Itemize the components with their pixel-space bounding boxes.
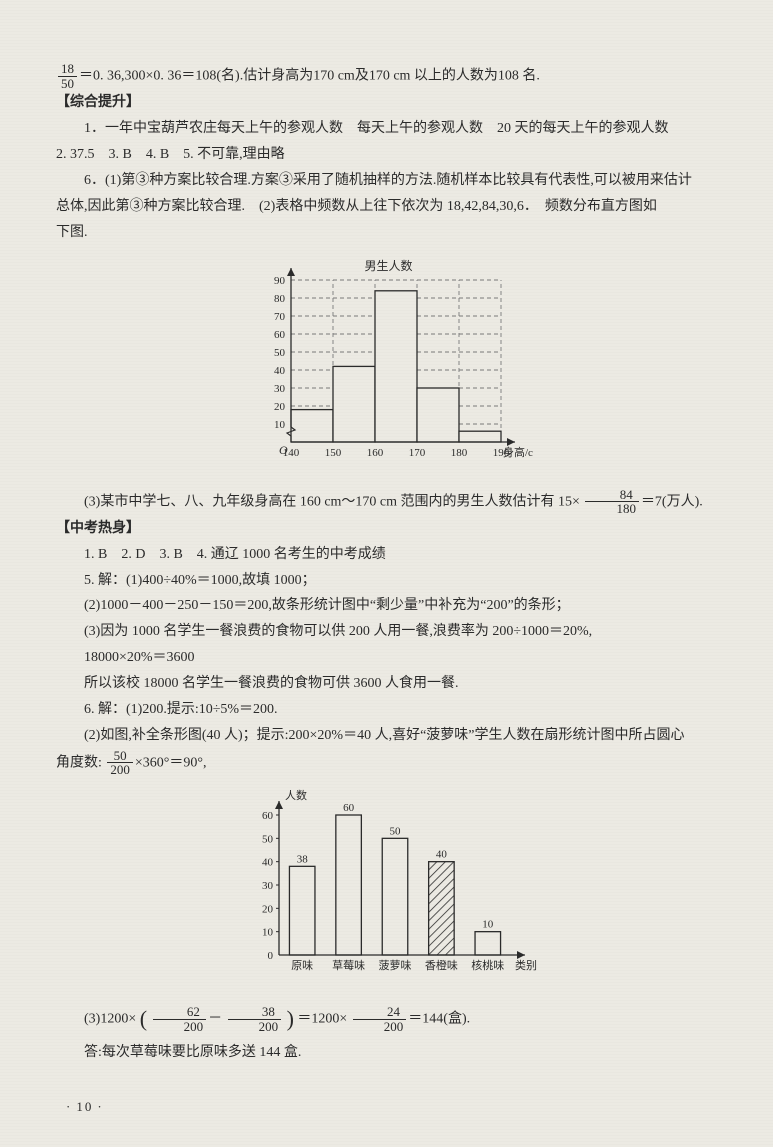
top-line: 18 50 ＝0. 36,300×0. 36＝108(名).估计身高为170 c… [56, 62, 719, 90]
svg-text:40: 40 [274, 365, 286, 377]
chart-svg: 男生人数102030405060708090140150160170180190… [243, 254, 533, 474]
svg-text:60: 60 [343, 802, 355, 814]
histogram-chart: 男生人数102030405060708090140150160170180190… [56, 254, 719, 484]
body-line: 6．(1)第③种方案比较合理.方案③采用了随机抽样的方法.随机样本比较具有代表性… [56, 168, 719, 194]
denominator: 50 [58, 77, 77, 91]
text: (3)1200× [84, 1012, 136, 1027]
svg-text:50: 50 [274, 347, 286, 359]
denominator: 200 [228, 1020, 282, 1034]
svg-text:60: 60 [262, 810, 274, 822]
body-line: 1．一年中宝葫芦农庄每天上午的参观人数 每天上午的参观人数 20 天的每天上午的… [56, 116, 719, 142]
denominator: 200 [353, 1020, 407, 1034]
fraction: 50 200 [107, 749, 133, 777]
svg-text:菠萝味: 菠萝味 [378, 959, 411, 972]
fraction: 18 50 [58, 62, 77, 90]
denominator: 200 [107, 763, 133, 777]
numerator: 50 [107, 749, 133, 764]
paren-open: ( [140, 1006, 147, 1031]
paren-close: ) [287, 1006, 294, 1031]
page-number: 10 [62, 1095, 108, 1119]
text: ＝0. 36,300×0. 36＝108(名).估计身高为170 cm及170 … [79, 68, 540, 83]
body-line: (3)1200× ( 62 200 － 38 200 ) ＝1200× 24 2… [56, 999, 719, 1040]
fraction: 62 200 [153, 1005, 207, 1033]
svg-text:草莓味: 草莓味 [332, 959, 365, 972]
body-line: (3)某市中学七、八、九年级身高在 160 cm～170 cm 范围内的男生人数… [56, 488, 719, 516]
svg-text:核桃味: 核桃味 [471, 958, 504, 972]
svg-text:90: 90 [274, 275, 286, 287]
svg-text:38: 38 [296, 853, 308, 865]
svg-text:10: 10 [482, 919, 494, 931]
fraction: 38 200 [228, 1005, 282, 1033]
body-line: (3)因为 1000 名学生一餐浪费的食物可以供 200 人用一餐,浪费率为 2… [56, 619, 719, 645]
body-line: 下图. [56, 220, 719, 246]
body-line: 所以该校 18000 名学生一餐浪费的食物可供 3600 人食用一餐. [56, 671, 719, 697]
svg-text:70: 70 [274, 311, 286, 323]
fraction: 24 200 [353, 1005, 407, 1033]
svg-text:40: 40 [435, 849, 447, 861]
body-line: 5. 解：(1)400÷40%＝1000,故填 1000； [56, 568, 719, 594]
minus: － [208, 1012, 222, 1027]
svg-text:身高/cm: 身高/cm [503, 445, 533, 459]
body-line: 1. B 2. D 3. B 4. 通辽 1000 名考生的中考成绩 [56, 542, 719, 568]
svg-text:男生人数: 男生人数 [364, 258, 412, 273]
angle-line: 角度数: 50 200 ×360°＝90°, [56, 749, 719, 777]
text: ＝144(盒). [408, 1012, 470, 1027]
svg-text:10: 10 [262, 927, 274, 939]
bar-chart: 10 20 30 40 50 60 0 38 原味 60 草莓味 50 菠萝味 40 香橙味 10 核桃味 人数类… [56, 785, 719, 995]
svg-text:160: 160 [366, 447, 383, 459]
svg-text:80: 80 [274, 293, 286, 305]
svg-text:人数: 人数 [285, 789, 307, 802]
svg-text:30: 30 [262, 880, 274, 892]
svg-text:10: 10 [274, 419, 286, 431]
svg-text:50: 50 [262, 833, 274, 845]
fraction: 84 180 [585, 488, 639, 516]
numerator: 84 [585, 488, 639, 503]
denominator: 180 [585, 502, 639, 516]
text: 角度数: [56, 755, 102, 770]
body-line: (2)1000－400－250－150＝200,故条形统计图中“剩少量”中补充为… [56, 593, 719, 619]
body-line: 总体,因此第③种方案比较合理. (2)表格中频数从上往下依次为 18,42,84… [56, 194, 719, 220]
section-heading: 【中考热身】 [56, 516, 719, 542]
body-line: 18000×20%＝3600 [56, 645, 719, 671]
numerator: 18 [58, 62, 77, 77]
numerator: 62 [153, 1005, 207, 1020]
body-line: 6. 解：(1)200.提示:10÷5%＝200. [56, 697, 719, 723]
answer-line: 答:每次草莓味要比原味多送 144 盒. [56, 1040, 719, 1066]
numerator: 24 [353, 1005, 407, 1020]
text: (3)某市中学七、八、九年级身高在 160 cm～170 cm 范围内的男生人数… [84, 494, 580, 509]
svg-text:原味: 原味 [291, 959, 313, 972]
svg-text:0: 0 [267, 950, 273, 962]
text: ×360°＝90°, [135, 755, 207, 770]
svg-text:170: 170 [408, 447, 425, 459]
svg-text:40: 40 [262, 857, 274, 869]
text: ＝1200× [297, 1012, 347, 1027]
svg-text:类别: 类别 [515, 958, 537, 972]
svg-text:50: 50 [389, 825, 401, 837]
text: ＝7(万人). [641, 494, 703, 509]
svg-text:60: 60 [274, 329, 286, 341]
svg-text:O: O [279, 443, 288, 457]
page: 18 50 ＝0. 36,300×0. 36＝108(名).估计身高为170 c… [0, 0, 773, 1147]
numerator: 38 [228, 1005, 282, 1020]
svg-text:香橙味: 香橙味 [424, 958, 457, 972]
chart-svg: 10 20 30 40 50 60 0 38 原味 60 草莓味 50 菠萝味 40 香橙味 10 核桃味 人数类… [233, 785, 543, 985]
body-line: 2. 37.5 3. B 4. B 5. 不可靠,理由略 [56, 142, 719, 168]
denominator: 200 [153, 1020, 207, 1034]
svg-text:30: 30 [274, 383, 286, 395]
body-line: (2)如图,补全条形图(40 人)；提示:200×20%＝40 人,喜好“菠萝味… [56, 723, 719, 749]
svg-text:20: 20 [274, 401, 286, 413]
section-heading: 【综合提升】 [56, 90, 719, 116]
svg-text:20: 20 [262, 903, 274, 915]
svg-text:150: 150 [324, 447, 341, 459]
svg-text:180: 180 [450, 447, 467, 459]
